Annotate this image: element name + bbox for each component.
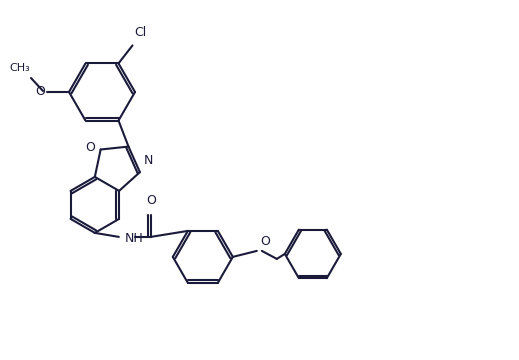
Text: O: O <box>260 235 270 248</box>
Text: Cl: Cl <box>134 26 147 40</box>
Text: O: O <box>35 85 45 98</box>
Text: N: N <box>144 154 153 167</box>
Text: O: O <box>85 141 94 154</box>
Text: CH₃: CH₃ <box>9 63 30 73</box>
Text: O: O <box>146 194 156 207</box>
Text: NH: NH <box>125 233 144 246</box>
